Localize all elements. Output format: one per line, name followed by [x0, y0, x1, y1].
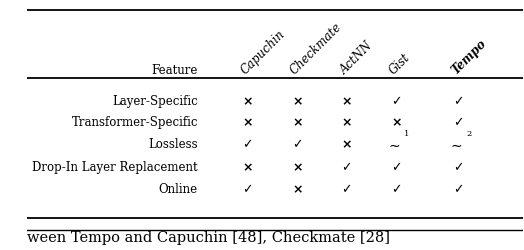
Text: Online: Online: [159, 183, 198, 196]
Text: Feature: Feature: [151, 64, 198, 77]
Text: ✓: ✓: [391, 161, 401, 174]
Text: Lossless: Lossless: [148, 138, 198, 151]
Text: $\sim$: $\sim$: [386, 138, 401, 151]
Text: $\boldsymbol{\times}$: $\boldsymbol{\times}$: [341, 138, 352, 151]
Text: $\boldsymbol{\times}$: $\boldsymbol{\times}$: [391, 116, 402, 129]
Text: $\boldsymbol{\times}$: $\boldsymbol{\times}$: [242, 95, 253, 108]
Text: ✓: ✓: [453, 95, 463, 108]
Text: ✓: ✓: [242, 138, 253, 151]
Text: ✓: ✓: [342, 183, 352, 196]
Text: $\sim$: $\sim$: [448, 138, 463, 151]
Text: Tempo: Tempo: [449, 38, 489, 77]
Text: $\boldsymbol{\times}$: $\boldsymbol{\times}$: [341, 116, 352, 129]
Text: $\boldsymbol{\times}$: $\boldsymbol{\times}$: [292, 183, 302, 196]
Text: Transformer-Specific: Transformer-Specific: [71, 116, 198, 129]
Text: Capuchin: Capuchin: [238, 28, 288, 77]
Text: $\boldsymbol{\times}$: $\boldsymbol{\times}$: [292, 116, 302, 129]
Text: $\boldsymbol{\times}$: $\boldsymbol{\times}$: [292, 95, 302, 108]
Text: ween Tempo and Capuchin [48], Checkmate [28]: ween Tempo and Capuchin [48], Checkmate …: [27, 232, 390, 245]
Text: ✓: ✓: [453, 183, 463, 196]
Text: ✓: ✓: [453, 161, 463, 174]
Text: $\boldsymbol{\times}$: $\boldsymbol{\times}$: [292, 161, 302, 174]
Text: ✓: ✓: [342, 161, 352, 174]
Text: 1: 1: [405, 130, 410, 138]
Text: Layer-Specific: Layer-Specific: [112, 95, 198, 108]
Text: ✓: ✓: [242, 183, 253, 196]
Text: Gist: Gist: [387, 51, 413, 77]
Text: $\boldsymbol{\times}$: $\boldsymbol{\times}$: [242, 161, 253, 174]
Text: 2: 2: [466, 130, 472, 138]
Text: $\boldsymbol{\times}$: $\boldsymbol{\times}$: [242, 116, 253, 129]
Text: ✓: ✓: [391, 183, 401, 196]
Text: ✓: ✓: [453, 116, 463, 129]
Text: ✓: ✓: [391, 95, 401, 108]
Text: Checkmate: Checkmate: [288, 20, 345, 77]
Text: ✓: ✓: [292, 138, 302, 151]
Text: $\boldsymbol{\times}$: $\boldsymbol{\times}$: [341, 95, 352, 108]
Text: Drop-In Layer Replacement: Drop-In Layer Replacement: [32, 161, 198, 174]
Text: ActNN: ActNN: [337, 40, 375, 77]
